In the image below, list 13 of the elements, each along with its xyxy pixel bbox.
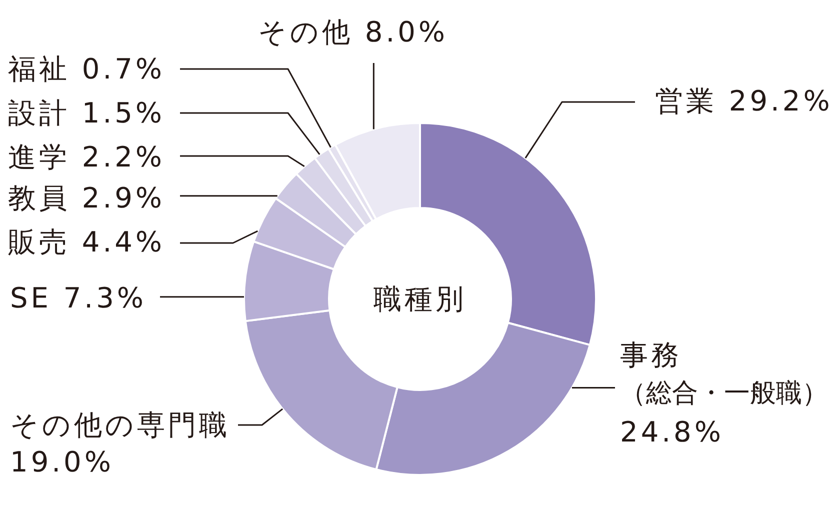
slice-label: 設計 1.5% — [8, 96, 166, 130]
slice-label: 進学 2.2% — [8, 140, 166, 174]
slice-label: 営業 29.2% — [655, 84, 833, 118]
slice-label: その他の専門職 — [10, 408, 230, 442]
slice-label: 福祉 0.7% — [8, 52, 166, 86]
slice-label: 販売 4.4% — [8, 226, 166, 258]
text: 職種別 — [374, 282, 466, 316]
data-label: 19.0% — [10, 446, 114, 478]
slice-label: SE 7.3% — [10, 282, 146, 314]
slice-label: 教員 2.9% — [8, 182, 166, 214]
slice-label: その他 8.0% — [258, 16, 448, 48]
data-label: 24.8% — [620, 416, 724, 448]
slice-label: 事務（総合・一般職） — [620, 338, 828, 408]
